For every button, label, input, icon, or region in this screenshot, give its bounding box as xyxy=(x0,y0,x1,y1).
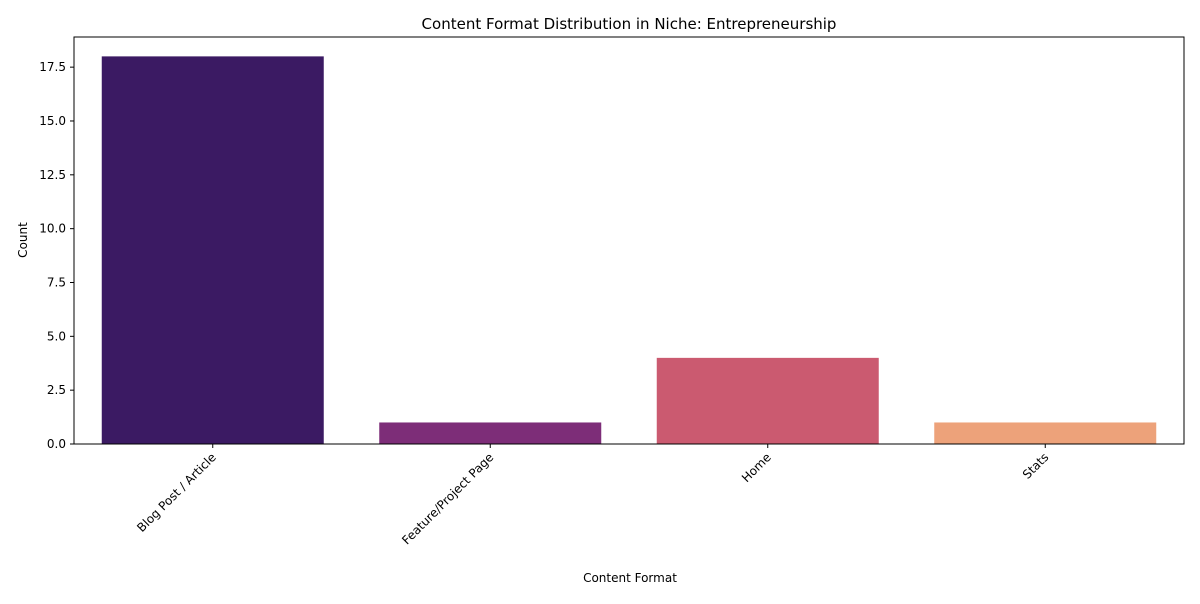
x-tick-label: Feature/Project Page xyxy=(399,450,496,547)
y-tick-label: 5.0 xyxy=(47,329,66,343)
y-tick-label: 12.5 xyxy=(39,168,66,182)
y-tick-label: 15.0 xyxy=(39,114,66,128)
plot-area-frame xyxy=(73,36,1185,445)
x-tick-label: Blog Post / Article xyxy=(134,450,219,535)
y-axis-title: Count xyxy=(16,222,30,258)
y-tick-label: 10.0 xyxy=(39,222,66,236)
y-tick-label: 0.0 xyxy=(47,437,66,451)
bar-3 xyxy=(934,422,1157,444)
x-tick-label: Stats xyxy=(1020,450,1052,482)
y-tick-label: 7.5 xyxy=(47,275,66,289)
bar-1 xyxy=(379,422,602,444)
bar-2 xyxy=(656,357,879,444)
x-tick-label: Home xyxy=(739,450,774,485)
y-tick-label: 17.5 xyxy=(39,60,66,74)
chart-title: Content Format Distribution in Niche: En… xyxy=(422,15,837,33)
y-tick-label: 2.5 xyxy=(47,383,66,397)
bar-0 xyxy=(101,56,324,444)
x-axis-title: Content Format xyxy=(583,571,677,585)
